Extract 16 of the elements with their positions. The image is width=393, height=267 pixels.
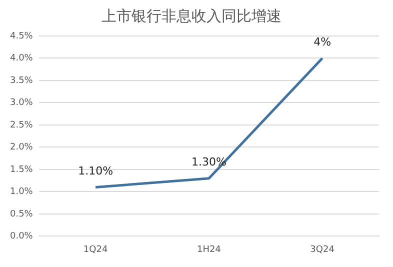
data-label: 1.10% xyxy=(78,164,114,178)
x-tick-label: 1Q24 xyxy=(83,244,108,255)
y-tick-label: 4.5% xyxy=(10,31,34,42)
y-tick-label: 3.0% xyxy=(10,98,34,108)
y-tick-label: 3.5% xyxy=(10,76,34,86)
y-tick-label: 0.0% xyxy=(10,232,34,242)
x-tick-label: 1H24 xyxy=(196,244,222,255)
y-tick-label: 2.0% xyxy=(10,142,34,153)
y-tick-label: 0.5% xyxy=(10,209,34,220)
chart-title: 上市银行非息收入同比增速 xyxy=(102,6,282,25)
data-label: 4% xyxy=(314,36,332,49)
y-tick-label: 4.0% xyxy=(10,54,34,64)
y-tick-label: 2.5% xyxy=(10,120,34,130)
y-tick-label: 1.0% xyxy=(10,187,34,198)
x-tick-label: 3Q24 xyxy=(310,244,335,255)
y-tick-label: 1.5% xyxy=(10,164,34,175)
